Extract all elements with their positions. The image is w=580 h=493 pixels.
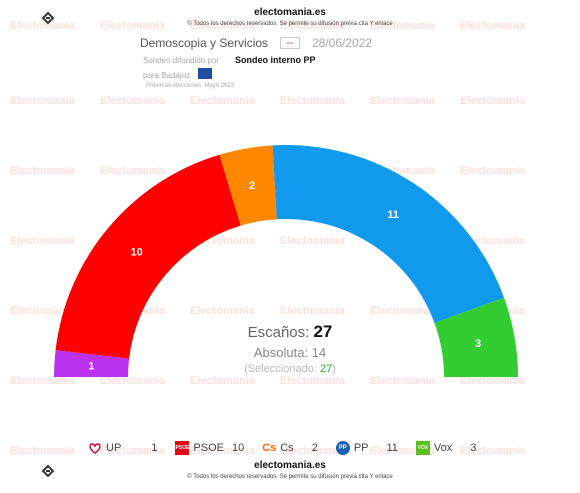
pollster-logo-icon: DyS xyxy=(280,37,300,49)
legend-name: PP xyxy=(353,442,369,454)
seat-label-psoe: 10 xyxy=(130,247,142,259)
pollster-name: Demoscopia y Servicios xyxy=(140,36,269,50)
copyright-text: © Todos los derechos reservados. Se perm… xyxy=(187,21,393,27)
legend-value: 3 xyxy=(470,442,477,454)
seat-segment-pp[interactable] xyxy=(272,145,505,323)
legend-item-pp[interactable]: PP PP 11 xyxy=(335,441,416,455)
legend-value: 10 xyxy=(231,442,245,454)
selected-summary: (Seleccionado: 27) xyxy=(0,363,580,375)
electomania-logo-icon xyxy=(41,11,55,25)
selected-value: 27 xyxy=(319,363,333,375)
place: para Badajoz xyxy=(143,71,191,80)
next-elections: Próximas elecciones: Mayo 2023 xyxy=(146,83,235,89)
psoe-logo-icon: PSOE xyxy=(175,441,190,455)
subtitle-prefix: Sondeo difundido por xyxy=(143,56,220,65)
poll-date: 28/06/2022 xyxy=(312,36,373,50)
seat-label-up: 1 xyxy=(88,361,94,373)
seats-summary: Escaños: 27 xyxy=(0,322,580,342)
legend-value: 2 xyxy=(311,442,318,454)
legend-item-up[interactable]: UP 1 xyxy=(88,441,175,455)
seat-label-pp: 11 xyxy=(387,209,399,221)
seats-label: Escaños: xyxy=(247,324,310,341)
legend-value: 1 xyxy=(151,442,158,454)
heart-icon xyxy=(89,443,101,454)
seats-total: 27 xyxy=(313,322,333,341)
legend: UP 1 PSOE PSOE 10 Cs Cs 2 PP PP 11 VOX V… xyxy=(88,440,494,456)
seat-segment-vox[interactable] xyxy=(434,297,518,377)
legend-name: Cs xyxy=(280,442,294,454)
selected-close: ) xyxy=(332,363,336,375)
cs-logo-icon: Cs xyxy=(262,442,277,454)
site-name: electomania.es xyxy=(254,7,326,18)
legend-name: Vox xyxy=(433,442,453,454)
legend-name: UP xyxy=(106,442,122,454)
vox-logo-icon: VOX xyxy=(415,441,430,455)
seat-segment-psoe[interactable] xyxy=(55,154,241,359)
legend-item-cs[interactable]: Cs Cs 2 xyxy=(262,441,336,455)
flag-icon xyxy=(198,68,212,79)
seat-segment-up[interactable] xyxy=(54,350,130,377)
seat-label-vox: 3 xyxy=(475,338,481,350)
footer-site-name: electomania.es xyxy=(254,460,326,471)
legend-value: 11 xyxy=(386,442,398,454)
legend-item-vox[interactable]: VOX Vox 3 xyxy=(415,441,494,455)
footer-copyright-text: © Todos los derechos reservados. Se perm… xyxy=(187,474,393,480)
electomania-logo-icon xyxy=(41,464,55,478)
commissioner: Sondeo interno PP xyxy=(235,55,316,65)
majority-text: Absoluta: 14 xyxy=(253,345,327,360)
legend-item-psoe[interactable]: PSOE PSOE 10 xyxy=(175,441,262,455)
legend-name: PSOE xyxy=(193,442,224,454)
pp-logo-icon: PP xyxy=(335,441,350,455)
seat-label-cs: 2 xyxy=(249,180,255,192)
seat-segment-cs[interactable] xyxy=(219,145,277,226)
selected-label: (Seleccionado: xyxy=(244,363,317,375)
